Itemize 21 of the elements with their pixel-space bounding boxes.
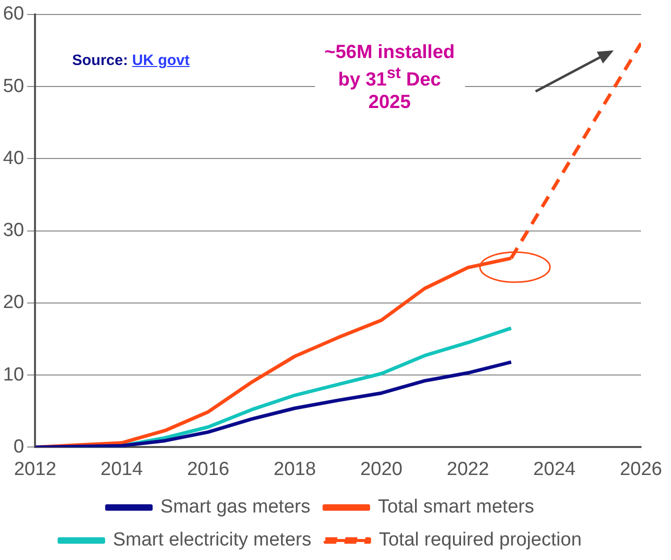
legend-label: Smart electricity meters xyxy=(112,530,312,551)
annotation: ~56M installed by 31$^{st}$ Dec 2025 xyxy=(314,42,465,116)
y-tick-label: 30 xyxy=(2,220,24,242)
y-tick-label: 40 xyxy=(2,148,24,169)
legend-label: Total required projection xyxy=(378,530,582,551)
x-tick-label: 2016 xyxy=(187,458,230,480)
y-tick-label: 10 xyxy=(2,364,24,386)
x-tick-label: 2014 xyxy=(100,458,144,480)
y-tick-label: 60 xyxy=(2,4,24,25)
x-tick-label: 2018 xyxy=(274,458,316,480)
x-tick-label: 2022 xyxy=(446,458,490,480)
legend-label: Total smart meters xyxy=(378,496,534,518)
y-tick-label: 50 xyxy=(2,76,24,97)
annotation: Source: UK govt xyxy=(72,52,190,70)
y-tick-label: 0 xyxy=(14,436,24,458)
x-tick-label: 2026 xyxy=(620,458,662,480)
y-tick-label: 20 xyxy=(2,292,24,314)
x-tick-label: 2024 xyxy=(533,458,576,480)
x-tick-label: 2020 xyxy=(360,458,402,480)
legend-label: Smart gas meters xyxy=(160,496,310,518)
x-tick-label: 2012 xyxy=(14,458,56,480)
